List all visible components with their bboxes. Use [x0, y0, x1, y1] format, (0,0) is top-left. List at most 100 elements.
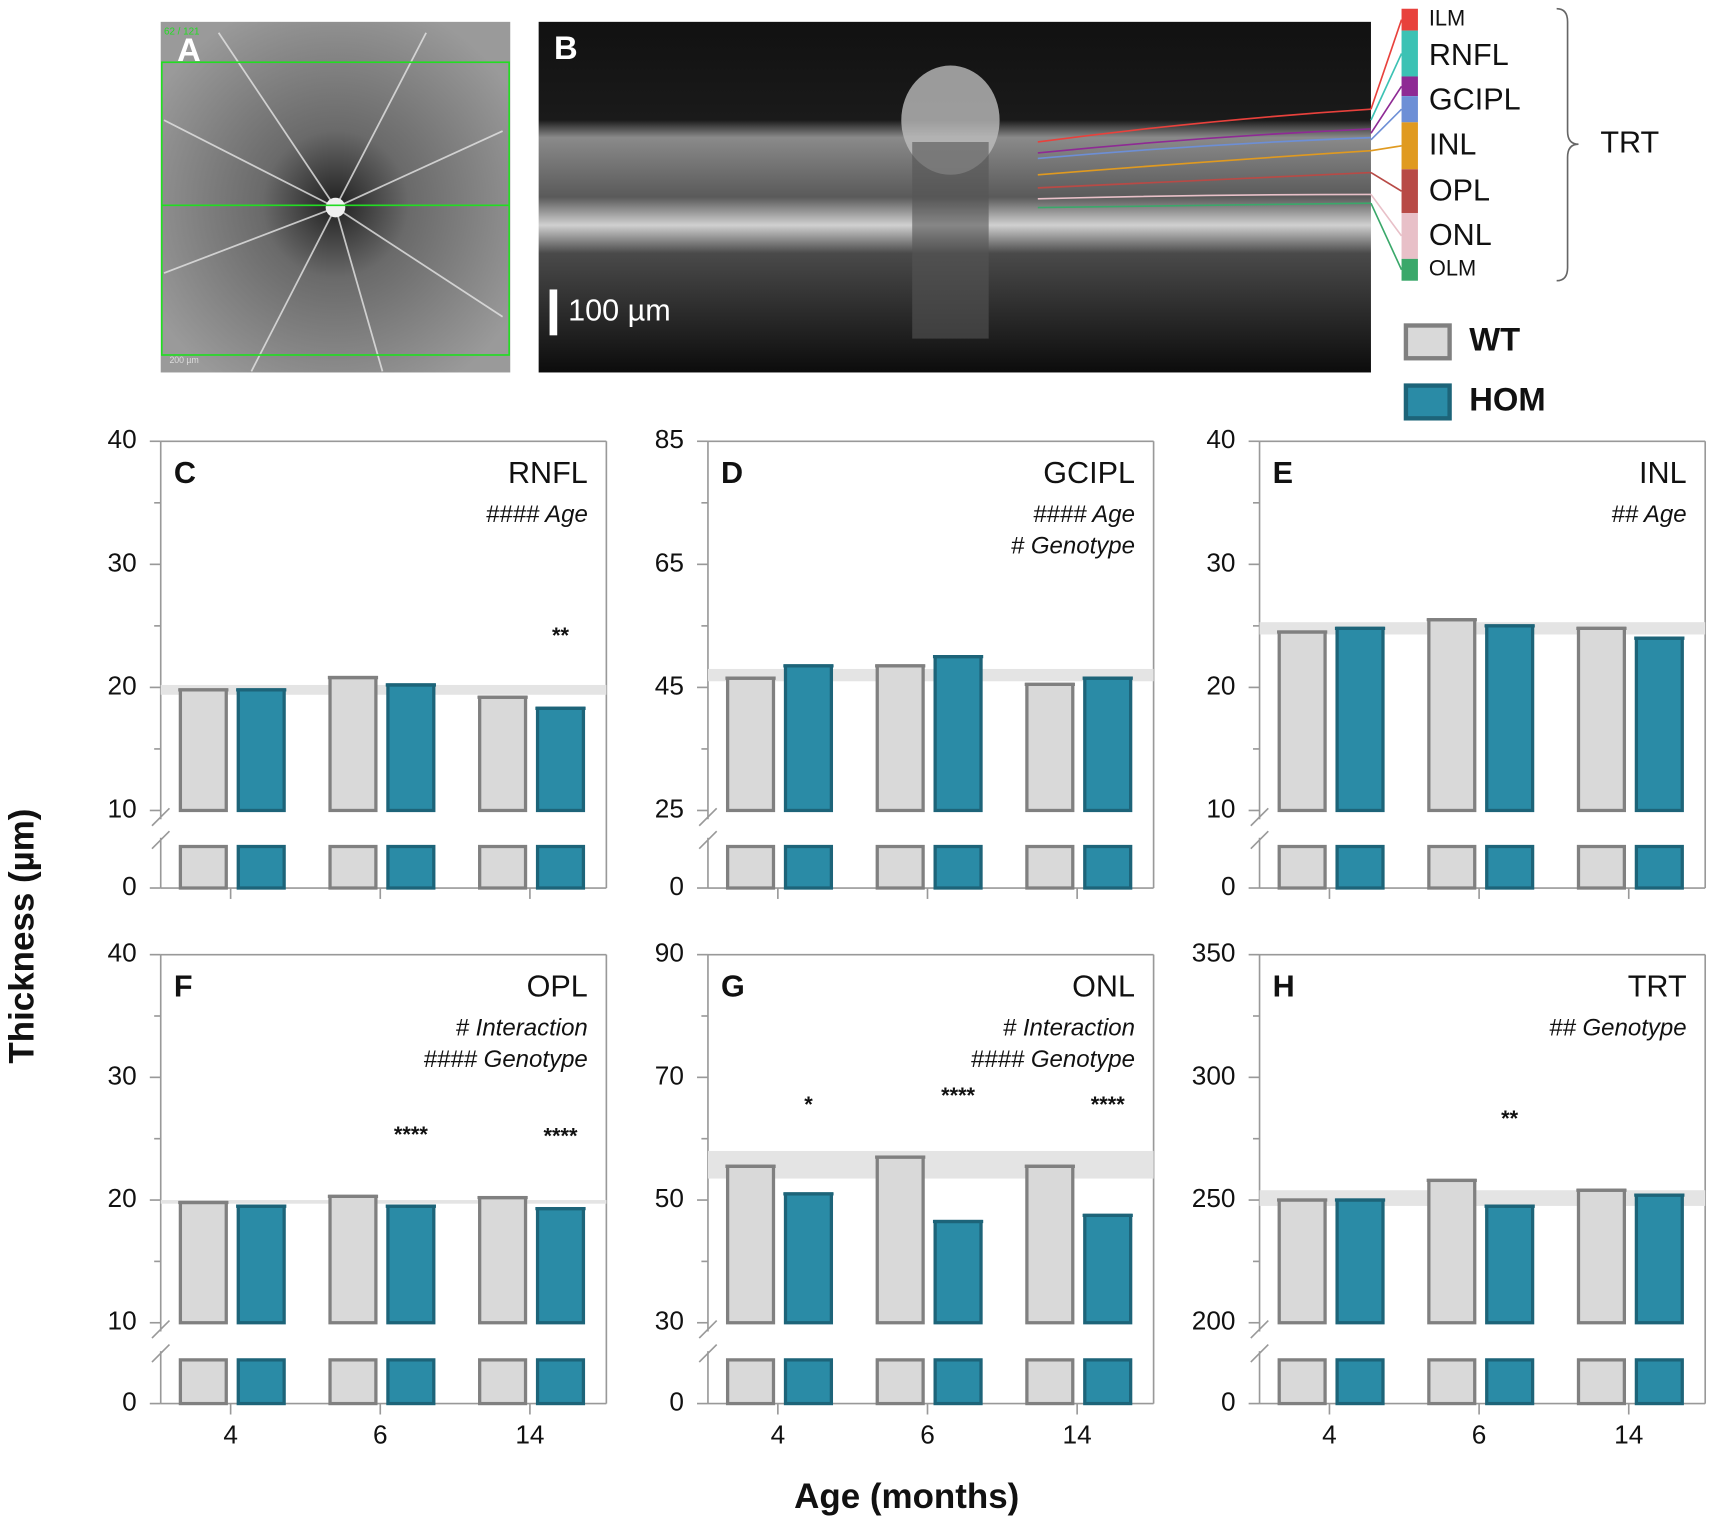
bar-stub	[478, 1358, 528, 1406]
bar	[725, 676, 776, 813]
stat-note: #### Genotype	[424, 1046, 588, 1073]
bar-stub	[478, 844, 528, 890]
bar	[236, 688, 286, 813]
significance: ****	[941, 1083, 975, 1108]
bar	[1025, 1164, 1075, 1325]
scale-label: 200 µm	[169, 355, 198, 365]
y-tick-label: 350	[1192, 938, 1236, 968]
layer-label: INL	[1429, 127, 1477, 161]
bar-stub	[236, 1358, 286, 1406]
layer-swatch	[1401, 212, 1418, 259]
x-tick-label: 6	[1472, 1419, 1487, 1449]
bar	[1277, 1198, 1327, 1325]
bar-stub	[1025, 844, 1075, 890]
y-tick-label: 0	[669, 871, 684, 901]
bar-stub	[875, 1358, 925, 1406]
layer-connector	[1370, 53, 1403, 121]
bar-stub	[1335, 1358, 1385, 1406]
bar	[1485, 1204, 1535, 1325]
y-tick-label: 0	[1221, 1386, 1236, 1416]
bar-stub	[1576, 1358, 1627, 1406]
panel-letter: D	[721, 456, 743, 490]
optic-disc	[325, 197, 346, 218]
bar	[236, 1204, 286, 1325]
bar	[1576, 626, 1627, 813]
axis-break	[1250, 1344, 1269, 1363]
bar-stub	[783, 1358, 834, 1406]
reference-band	[160, 1200, 607, 1204]
segmentation	[1037, 108, 1372, 209]
y-tick-label: 30	[655, 1306, 684, 1336]
legend-label: WT	[1469, 321, 1520, 358]
bar	[1427, 1178, 1477, 1325]
bar-stub	[1335, 844, 1385, 890]
fundus-image	[160, 21, 511, 373]
bar-stub	[875, 844, 925, 890]
bar	[1083, 676, 1133, 813]
bar-stub	[386, 844, 436, 890]
scan-box	[160, 61, 510, 356]
y-tick-label: 65	[655, 547, 684, 577]
stat-note: # Interaction	[1003, 1014, 1135, 1041]
panel-letter: F	[174, 970, 193, 1004]
bar-stub	[178, 844, 228, 890]
axis-break	[151, 807, 171, 827]
stat-note: #### Genotype	[971, 1046, 1135, 1073]
y-tick-label: 10	[108, 793, 137, 823]
legend-swatch	[1403, 323, 1452, 361]
y-tick-label: 20	[108, 1183, 137, 1213]
axis-break	[1250, 830, 1269, 850]
legend-swatch	[1403, 383, 1452, 421]
bar	[178, 688, 228, 813]
bar-stub	[1083, 844, 1133, 890]
x-tick-label: 14	[1614, 1419, 1643, 1449]
bar-stub	[1025, 1358, 1075, 1406]
brace-label: TRT	[1600, 125, 1659, 159]
layer-swatch	[1401, 122, 1418, 170]
bar-stub	[328, 1358, 378, 1406]
bar-stub	[1427, 844, 1477, 890]
layer-connector	[1370, 108, 1403, 141]
panel-title: OPL	[527, 970, 588, 1004]
axis-break	[698, 1319, 718, 1339]
layer-connector	[1370, 19, 1403, 110]
layer-connector	[1370, 85, 1403, 134]
bar	[478, 1195, 528, 1325]
x-tick-label: 4	[223, 1419, 238, 1449]
y-tick-label: 0	[669, 1386, 684, 1416]
panel-title: RNFL	[508, 456, 588, 490]
bar-stub	[1634, 844, 1684, 890]
y-tick-label: 250	[1192, 1183, 1236, 1213]
bar	[328, 1194, 378, 1325]
layer-label: ILM	[1429, 5, 1465, 30]
panel-letter: B	[554, 29, 578, 66]
bar	[1576, 1188, 1627, 1325]
bar-stub	[1485, 1358, 1535, 1406]
bar	[783, 1192, 834, 1325]
y-tick-label: 40	[1206, 424, 1235, 454]
bar	[1025, 682, 1075, 813]
bar-stub	[1485, 844, 1535, 890]
x-tick-label: 6	[373, 1419, 388, 1449]
stat-note: # Interaction	[456, 1014, 588, 1041]
axis-break	[151, 830, 171, 850]
bar	[875, 664, 925, 813]
bar-stub	[1576, 844, 1627, 890]
y-axis-label: Thickness (µm)	[2, 809, 41, 1064]
panel-title: TRT	[1628, 970, 1687, 1004]
brace	[1556, 7, 1579, 282]
axis-break	[1250, 807, 1269, 827]
y-tick-label: 70	[655, 1060, 684, 1090]
panel-title: ONL	[1072, 970, 1135, 1004]
bar	[535, 706, 586, 813]
y-tick-label: 25	[655, 793, 684, 823]
y-tick-label: 300	[1192, 1060, 1236, 1090]
axis-break	[1250, 1319, 1269, 1339]
significance: ****	[394, 1122, 428, 1147]
bar	[1427, 618, 1477, 813]
bar-stub	[236, 844, 286, 890]
y-tick-label: 0	[122, 871, 137, 901]
bar	[1335, 626, 1385, 813]
layer-swatch	[1401, 169, 1418, 213]
bar-stub	[725, 844, 776, 890]
